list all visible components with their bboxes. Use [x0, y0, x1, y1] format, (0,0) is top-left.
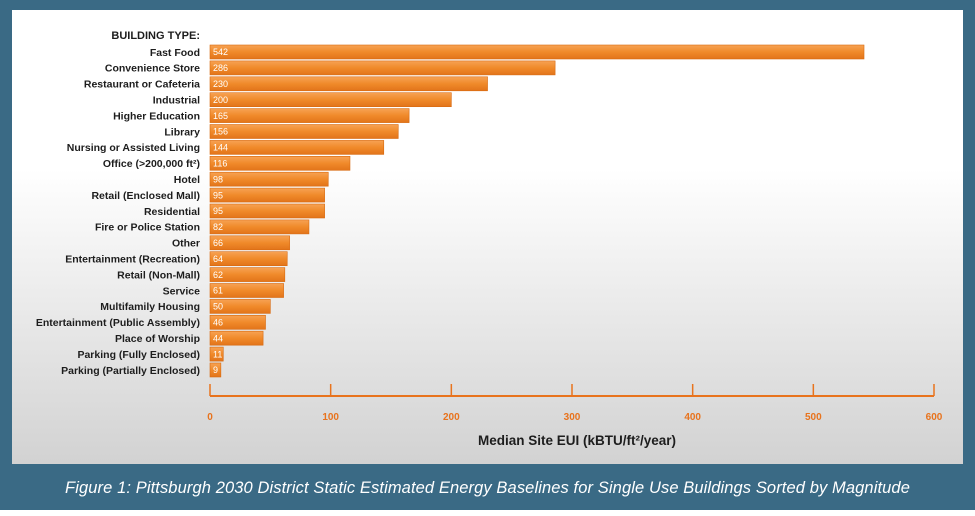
bar	[209, 283, 284, 298]
bar-value-label: 62	[213, 270, 223, 280]
bar-value-label: 11	[213, 349, 222, 359]
category-label: Service	[163, 285, 201, 297]
bar	[209, 203, 325, 219]
category-label: Restaurant or Cafeteria	[84, 79, 200, 91]
category-label: Multifamily Housing	[100, 301, 200, 313]
bar-value-label: 64	[213, 254, 223, 264]
bar-value-label: 200	[213, 95, 228, 105]
category-label: Parking (Fully Enclosed)	[77, 349, 200, 361]
bar	[209, 60, 556, 76]
x-tick-label: 600	[926, 412, 943, 423]
bar	[209, 92, 452, 107]
category-label: Fire or Police Station	[95, 222, 200, 234]
bar	[209, 187, 325, 203]
bar	[209, 299, 271, 314]
figure-caption: Figure 1: Pittsburgh 2030 District Stati…	[65, 478, 910, 497]
bar-value-label: 95	[213, 190, 223, 200]
bar-value-label: 66	[213, 238, 223, 248]
bar-value-label: 95	[213, 206, 223, 216]
x-tick-label: 400	[684, 412, 701, 423]
bar-value-label: 82	[213, 222, 223, 232]
bar-value-label: 46	[213, 318, 223, 328]
bar-value-label: 9	[213, 365, 218, 375]
category-label: Retail (Non-Mall)	[117, 269, 200, 281]
bar-value-label: 44	[213, 333, 223, 343]
category-label: Nursing or Assisted Living	[67, 142, 200, 154]
category-label: Entertainment (Public Assembly)	[36, 317, 200, 329]
category-label: Other	[172, 238, 200, 250]
x-axis: 0 100 200 300 400 500 600	[207, 384, 943, 423]
bar	[209, 330, 264, 346]
bar-value-label: 165	[213, 111, 228, 121]
x-tick-label: 200	[443, 412, 460, 423]
bar	[209, 235, 290, 251]
bar	[209, 124, 399, 139]
x-tick-label: 500	[805, 412, 822, 423]
bar	[209, 140, 385, 155]
category-label: Higher Education	[113, 110, 200, 122]
category-header: BUILDING TYPE:	[111, 30, 200, 42]
bar-value-label: 156	[213, 127, 228, 137]
bar	[209, 44, 865, 60]
category-label: Library	[164, 126, 200, 138]
bar	[209, 251, 288, 266]
bar-value-label: 50	[213, 302, 223, 312]
bar	[209, 267, 286, 282]
bar-value-label: 98	[213, 174, 223, 184]
category-label: Place of Worship	[115, 333, 200, 345]
bar	[209, 219, 310, 235]
x-tick-label: 300	[564, 412, 581, 423]
bar-value-label: 61	[213, 286, 223, 296]
category-label: Office (>200,000 ft²)	[103, 158, 200, 170]
bar-value-label: 230	[213, 79, 228, 89]
bars-group: 542 286 230 200 165 156 144 116 98 95 95 82 66 64 62 61…	[209, 44, 865, 378]
x-tick-label: 100	[322, 412, 339, 423]
bar-value-label: 116	[213, 159, 227, 169]
category-labels-group: Fast Food Convenience Store Restaurant or …	[36, 47, 200, 377]
bar-value-label: 542	[213, 47, 228, 57]
x-axis-title: Median Site EUI (kBTU/ft²/year)	[478, 433, 676, 448]
bar	[209, 314, 266, 330]
category-label: Hotel	[174, 174, 200, 186]
bar	[209, 156, 351, 171]
bar-chart: BUILDING TYPE: 542 286 230 200 165 156 144 116 9…	[12, 10, 963, 464]
bar	[209, 76, 488, 92]
bar	[209, 108, 410, 123]
bar	[209, 171, 329, 187]
category-label: Parking (Partially Enclosed)	[61, 365, 200, 377]
bar-value-label: 144	[213, 143, 228, 153]
bar	[209, 346, 224, 362]
category-label: Residential	[144, 206, 200, 218]
category-label: Entertainment (Recreation)	[65, 254, 200, 266]
category-label: Convenience Store	[105, 63, 200, 75]
bar	[209, 362, 222, 378]
bottom-strip	[0, 510, 975, 516]
category-label: Retail (Enclosed Mall)	[91, 190, 200, 202]
category-label: Fast Food	[150, 47, 200, 59]
category-label: Industrial	[153, 95, 200, 107]
bar-value-label: 286	[213, 63, 228, 73]
chart-panel: BUILDING TYPE: 542 286 230 200 165 156 144 116 9…	[12, 10, 963, 464]
x-tick-label: 0	[207, 412, 213, 423]
